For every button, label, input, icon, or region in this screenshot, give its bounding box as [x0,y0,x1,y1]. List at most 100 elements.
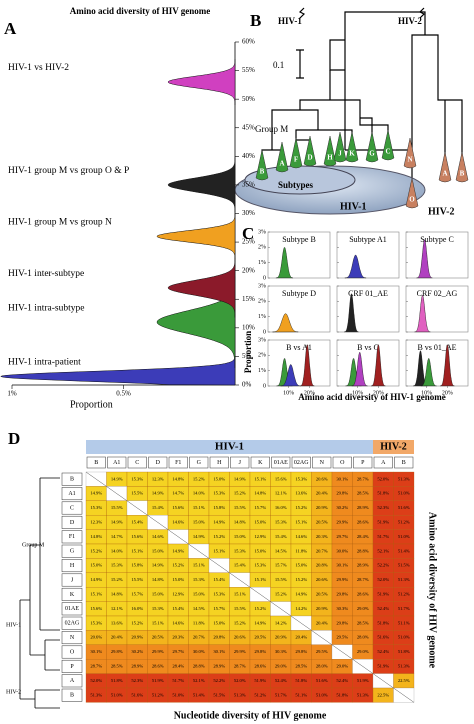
column-label-box [291,456,311,469]
cell-value: 15.4% [275,534,287,539]
column-label-box [107,456,127,469]
column-label-box [189,456,209,469]
x-tick-label: 10% [352,390,363,396]
clade-cone [289,137,303,169]
clade-cone [323,135,337,167]
cell-value: 20.9% [131,635,143,640]
cell-value: 14.9% [111,476,123,481]
x-tick-label: 20% [373,390,384,396]
cell-value: 20.4% [316,620,328,625]
panel-letter: D [8,429,20,448]
cell-value: 15.0% [213,620,225,625]
cell-value: 51.0% [172,692,184,697]
column-label-box [209,456,229,469]
panel-letter: A [4,19,17,38]
cell-value: 30.0% [193,649,205,654]
cell-value: 14.9% [90,577,102,582]
diagonal-line [167,529,189,545]
distribution [156,213,236,260]
group-header [373,440,414,454]
x-tick-label: 1% [7,390,17,398]
cell-value: 15.2% [90,548,102,553]
cell-value: 51.2% [152,692,164,697]
cell-value: 15.0% [90,563,102,568]
tip-label: H [327,154,333,162]
plot-title: Subtype B [282,235,316,244]
disc-label: HIV-1 [340,201,366,212]
column-label: A [381,460,386,466]
y-tick-label: 2% [258,245,266,251]
column-label-box [394,456,414,469]
cell-value: 12.3% [90,519,102,524]
cell-value: 51.8% [377,620,389,625]
plot-title: B vs A1 [286,343,312,352]
column-label-box [312,456,332,469]
row-label-box [61,487,83,501]
distribution [167,258,236,318]
y-tick-label: 1% [258,314,266,320]
cell-value: 14.9% [254,620,266,625]
diagonal-line [85,471,107,487]
cell-value: 15.7% [275,563,287,568]
panel-title: Amino acid diversity of HIV genome [70,6,211,16]
cell-value: 20.3% [172,635,184,640]
tip-label: A [279,160,284,168]
column-label-box [271,456,291,469]
cell-value: 22.5% [398,678,410,683]
tip-label: B [460,170,465,178]
cell-value: 51.9% [377,519,389,524]
cell-value: 51.9% [377,591,389,596]
cell-value: 51.4% [398,548,410,553]
cell-value: 15.3% [111,563,123,568]
cell-value: 29.8% [254,649,266,654]
cell-value: 12.1% [275,491,287,496]
cell-value: 51.7% [275,692,287,697]
y-tick-label: 1% [258,368,266,374]
row-label-box [61,602,83,616]
cell-value: 52.4% [377,649,389,654]
x-axis-label: Amino acid diversity of HIV-1 genome [298,392,446,402]
cell-value: 20.6% [234,635,246,640]
row-label-box [61,515,83,529]
column-label: H [217,460,222,466]
cell-value: 15.1% [234,591,246,596]
row-label-box [61,616,83,630]
y-tick-label: 50% [242,95,255,103]
column-label: C [135,460,139,466]
cell-value: 12.9% [172,591,184,596]
row-label: J [71,577,74,583]
cell-value: 28.9% [213,663,225,668]
cell-value: 28.7% [234,663,246,668]
cell-value: 15.2% [131,620,143,625]
diagonal-line [208,558,230,574]
cell-value: 29.9% [234,649,246,654]
distribution [414,294,431,333]
clade-cone [403,137,417,169]
cell-value: 14.0% [193,491,205,496]
cell-value: 15.3% [90,505,102,510]
y-axis-label: Proportion [243,331,253,373]
cell-value: 51.0% [111,692,123,697]
cell-value: 14.2% [295,606,307,611]
diagonal-line [311,630,333,646]
row-label: 01AE [65,606,79,612]
clade-cone [455,151,469,183]
column-label-box [230,456,250,469]
y-tick-label: 45% [242,123,255,131]
cell-value: 28.7% [357,577,369,582]
cell-value: 29.9% [152,649,164,654]
cell-value: 15.5% [275,577,287,582]
group-label: Group M [255,124,288,134]
row-label-box [61,674,83,688]
cell-value: 52.0% [234,678,246,683]
cell-value: 15.2% [295,577,307,582]
cell-value: 29.0% [336,663,348,668]
cell-value: 28.4% [357,534,369,539]
column-label: A1 [113,460,120,466]
cell-value: 28.6% [357,591,369,596]
group-header-label: HIV-1 [215,441,244,453]
cell-value: 15.2% [234,491,246,496]
plot-title: Subtype D [282,289,316,298]
cell-value: 52.2% [213,678,225,683]
